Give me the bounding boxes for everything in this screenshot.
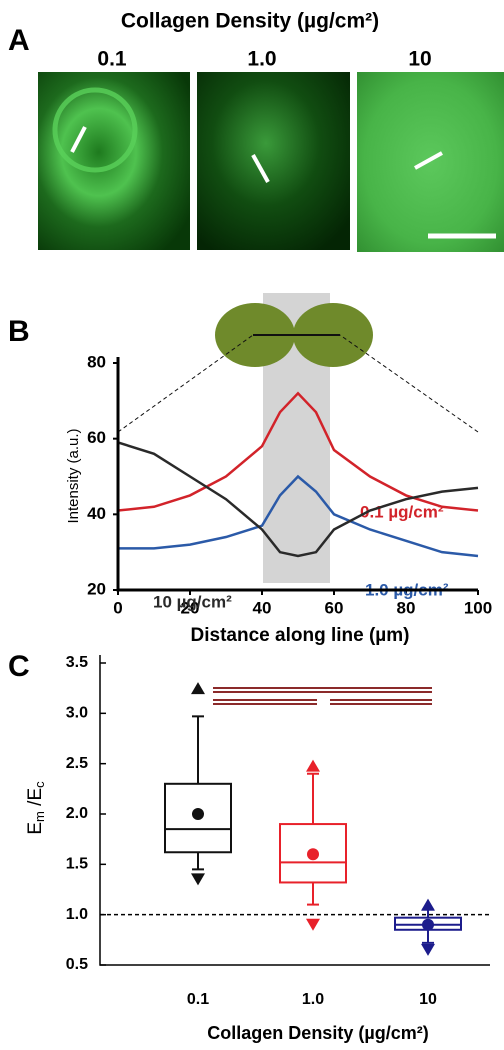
panel-label: C <box>8 650 30 683</box>
y-tick-label: 2.0 <box>66 805 88 822</box>
profile-line <box>414 151 443 170</box>
y-tick-label: 20 <box>87 579 106 598</box>
x-tick-label: 80 <box>397 598 416 617</box>
mean <box>422 918 434 931</box>
panel-label: A <box>8 24 30 57</box>
panel-b-decor <box>117 293 479 583</box>
axis <box>99 655 490 966</box>
panel-label: B <box>8 315 30 348</box>
x-tick-label: 1.0 <box>302 991 324 1008</box>
x-axis-label: Collagen Density (µg/cm²) <box>207 1023 428 1043</box>
y-tick-label: 1.5 <box>66 856 88 873</box>
box <box>164 782 232 854</box>
cell-outline <box>52 87 138 173</box>
y-tick-label: 0.5 <box>66 956 88 973</box>
y-axis-label-part: /E <box>25 788 46 811</box>
min-marker <box>306 918 320 931</box>
significance-bars <box>213 687 432 705</box>
column-label: 0.1 <box>97 48 127 71</box>
min-marker <box>191 873 205 886</box>
column-label: 1.0 <box>247 48 276 71</box>
profile-line <box>251 154 270 183</box>
zoom-line <box>117 334 254 433</box>
axis <box>116 357 478 592</box>
y-tick-label: 3.5 <box>66 654 88 671</box>
y-axis-label: Em /Ec <box>25 781 47 835</box>
panel-title: Collagen Density (µg/cm²) <box>121 10 379 33</box>
profile-line <box>70 126 87 153</box>
micrograph <box>197 72 350 250</box>
x-tick-label: 60 <box>325 598 344 617</box>
mean <box>307 848 319 861</box>
y-axis-label: Intensity (a.u.) <box>65 428 82 523</box>
x-tick-label: 0.1 <box>187 991 209 1008</box>
box <box>279 823 347 884</box>
x-axis-label: Distance along line (µm) <box>191 625 410 646</box>
y-axis-label-part: E <box>25 822 46 835</box>
panel-a: A Collagen Density (µg/cm²) 0.1 1.0 10 <box>8 10 504 252</box>
max-marker <box>191 682 205 695</box>
y-tick-label: 3.0 <box>66 705 88 722</box>
max-marker <box>421 898 435 911</box>
column-label: 10 <box>408 48 431 71</box>
data-line <box>117 391 479 512</box>
x-tick-label: 40 <box>253 598 272 617</box>
y-axis-label-part: m <box>32 811 47 822</box>
y-axis-label-part: c <box>32 781 47 788</box>
x-tick-label: 10 <box>419 991 437 1008</box>
series-label: 10 µg/cm² <box>153 592 232 611</box>
y-tick-label: 2.5 <box>66 755 88 772</box>
micrograph <box>38 72 190 250</box>
min-marker <box>421 943 435 956</box>
data-line <box>118 474 479 558</box>
data-line <box>117 441 479 558</box>
zoom-line <box>339 334 479 433</box>
x-tick-label: 100 <box>464 598 492 617</box>
micrograph <box>357 72 504 252</box>
y-tick-label: 60 <box>87 428 106 447</box>
series-label: 0.1 µg/cm² <box>360 502 444 521</box>
y-tick-label: 40 <box>87 504 106 523</box>
mean <box>192 808 204 820</box>
y-tick-label: 80 <box>87 352 106 371</box>
x-tick-label: 0 <box>113 598 122 617</box>
x-tick-label: 20 <box>181 598 200 617</box>
max-marker <box>306 759 320 772</box>
y-tick-label: 1.0 <box>66 906 88 923</box>
